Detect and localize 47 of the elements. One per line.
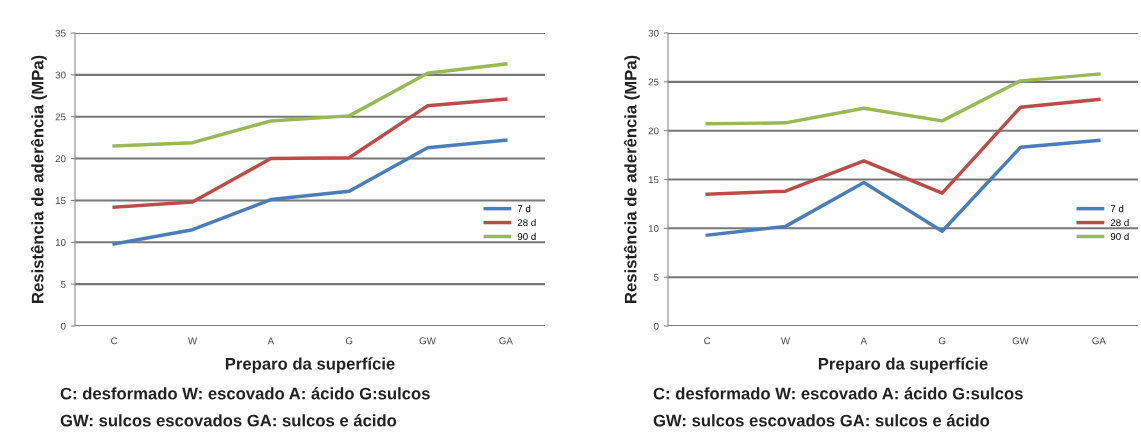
legend-label: 28 d [1110, 218, 1129, 227]
y-tick-label: 10 [55, 239, 66, 246]
y-tick-label: 25 [648, 78, 659, 86]
y-axis-title: Resistência de aderência (MPa) [30, 55, 47, 303]
y-tick-label: 35 [55, 29, 66, 37]
y-tick-label: 20 [55, 155, 66, 163]
line-series [112, 97, 508, 209]
x-tick-label: GW [419, 337, 436, 345]
legend-label: 7 d [1110, 204, 1124, 213]
legend-label: 90 d [1110, 232, 1129, 240]
x-axis-title: Preparo da superfície [225, 357, 395, 373]
legend-label: 28 d [517, 218, 536, 227]
y-tick-label: 0 [653, 322, 659, 330]
x-tick-label: A [267, 337, 275, 345]
line-series [705, 72, 1101, 126]
x-axis-title: Preparo da superfície [818, 357, 988, 373]
x-tick-label: G [345, 337, 353, 345]
y-tick-label: 0 [60, 322, 66, 330]
text: GW: sulcos escovados GA: sulcos e ácido [653, 414, 990, 427]
y-tick-label: 5 [60, 280, 66, 288]
x-tick-label: W [187, 337, 198, 345]
text: C: desformado W: escovado A: ácido G:sulcos [60, 387, 430, 400]
y-axis-title: Resistência de aderência (MPa) [623, 55, 640, 303]
x-tick-label: GA [1092, 337, 1106, 345]
line-series [705, 138, 1101, 237]
text: C: desformado W: escovado A: ácido G:sulcos [653, 387, 1023, 400]
x-tick-label: G [938, 337, 946, 345]
line-series [705, 97, 1101, 196]
y-tick-label: 15 [648, 176, 659, 184]
y-tick-label: 30 [648, 29, 659, 37]
line-series [112, 138, 508, 246]
y-tick-label: 25 [55, 113, 66, 121]
x-tick-label: GW [1012, 337, 1029, 345]
x-tick-label: A [860, 337, 868, 345]
y-tick-label: 20 [648, 127, 659, 135]
legend-label: 7 d [517, 204, 531, 213]
y-tick-label: 30 [55, 71, 66, 79]
y-tick-label: 15 [55, 197, 66, 205]
x-tick-label: C [704, 337, 711, 345]
x-tick-label: W [780, 337, 791, 345]
x-tick-label: C [111, 337, 118, 345]
legend-label: 90 d [517, 232, 536, 240]
y-tick-label: 5 [653, 274, 659, 281]
text: GW: sulcos escovados GA: sulcos e ácido [60, 414, 397, 427]
x-tick-label: GA [499, 337, 513, 345]
line-series [112, 62, 508, 148]
y-tick-label: 10 [648, 225, 659, 232]
